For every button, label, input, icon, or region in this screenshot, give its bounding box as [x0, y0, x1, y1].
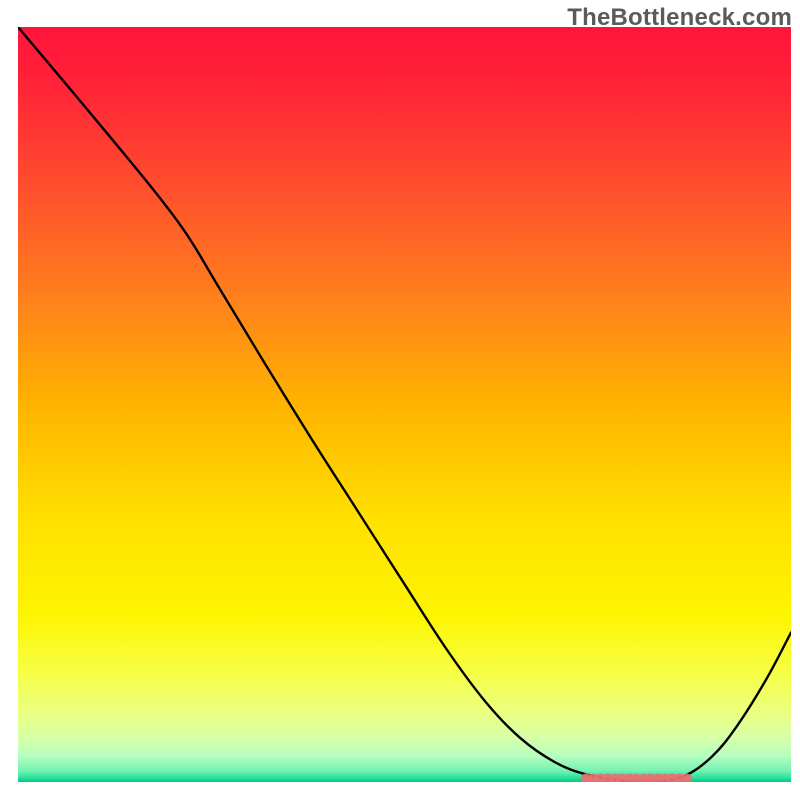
optimal-region-marker	[581, 773, 692, 784]
chart-stage: TheBottleneck.com	[0, 0, 800, 800]
plot-background	[18, 27, 791, 782]
bottleneck-chart	[0, 0, 800, 800]
optimal-dot	[681, 773, 692, 784]
watermark-text: TheBottleneck.com	[567, 4, 792, 32]
